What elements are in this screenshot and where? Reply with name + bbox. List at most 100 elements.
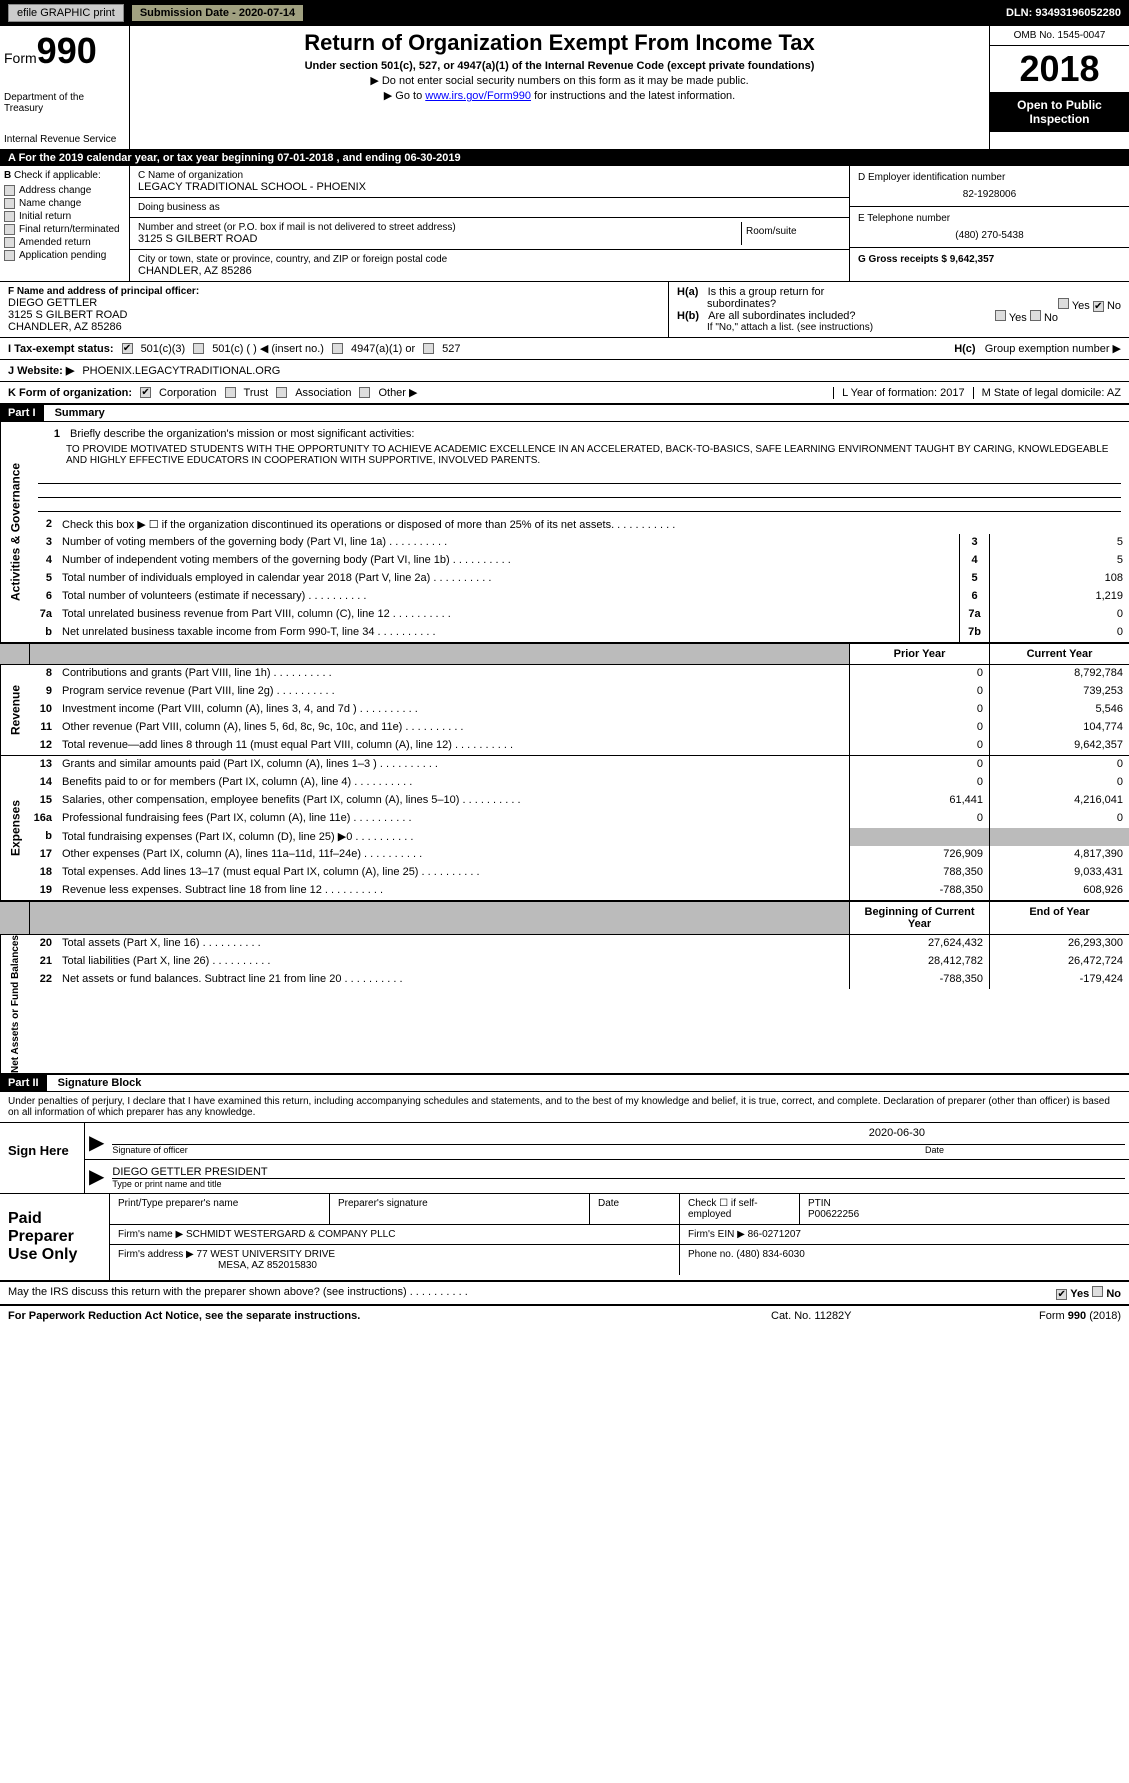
data-line: 19Revenue less expenses. Subtract line 1… xyxy=(30,882,1129,900)
data-line: bTotal fundraising expenses (Part IX, co… xyxy=(30,828,1129,846)
room-suite: Room/suite xyxy=(741,222,841,245)
penalty-text: Under penalties of perjury, I declare th… xyxy=(0,1092,1129,1123)
efile-btn[interactable]: efile GRAPHIC print xyxy=(8,4,124,22)
gov-line: bNet unrelated business taxable income f… xyxy=(30,624,1129,642)
firm-phone: Phone no. (480) 834-6030 xyxy=(680,1245,1129,1275)
colb-checkbox[interactable] xyxy=(4,211,15,222)
revenue-label: Revenue xyxy=(0,665,30,755)
open-public: Open to PublicInspection xyxy=(990,92,1129,132)
firm-addr: 77 WEST UNIVERSITY DRIVE xyxy=(197,1249,336,1260)
data-line: 18Total expenses. Add lines 13–17 (must … xyxy=(30,864,1129,882)
4947-checkbox[interactable] xyxy=(332,343,343,354)
tax-year: 2018 xyxy=(990,46,1129,92)
data-line: 20Total assets (Part X, line 16)27,624,4… xyxy=(30,935,1129,953)
data-line: 12Total revenue—add lines 8 through 11 (… xyxy=(30,737,1129,755)
irs: Internal Revenue Service xyxy=(4,134,125,145)
501c3-checkbox[interactable] xyxy=(122,343,133,354)
arrow-icon: ▶ xyxy=(89,1130,104,1155)
submission-date: Submission Date - 2020-07-14 xyxy=(132,5,303,21)
data-line: 21Total liabilities (Part X, line 26)28,… xyxy=(30,953,1129,971)
subtitle-1: Under section 501(c), 527, or 4947(a)(1)… xyxy=(134,60,985,72)
officer-name: DIEGO GETTLER xyxy=(8,297,660,309)
expenses-section: Expenses 13Grants and similar amounts pa… xyxy=(0,756,1129,901)
ha-no-checkbox[interactable] xyxy=(1093,301,1104,312)
form-title: Return of Organization Exempt From Incom… xyxy=(134,30,985,56)
part2-header: Part II Signature Block xyxy=(0,1074,1129,1092)
data-line: 8Contributions and grants (Part VIII, li… xyxy=(30,665,1129,683)
main-grid: B Check if applicable: Address changeNam… xyxy=(0,166,1129,282)
org-name: LEGACY TRADITIONAL SCHOOL - PHOENIX xyxy=(138,181,841,193)
website-row: J Website: ▶ PHOENIX.LEGACYTRADITIONAL.O… xyxy=(0,360,1129,382)
colb-checkbox[interactable] xyxy=(4,198,15,209)
may-discuss-row: May the IRS discuss this return with the… xyxy=(0,1282,1129,1305)
governance-label: Activities & Governance xyxy=(0,422,30,642)
gov-line: 4Number of independent voting members of… xyxy=(30,552,1129,570)
org-addr: 3125 S GILBERT ROAD xyxy=(138,233,741,245)
tax-status-row: I Tax-exempt status: 501(c)(3) 501(c) ( … xyxy=(0,338,1129,360)
data-line: 16aProfessional fundraising fees (Part I… xyxy=(30,810,1129,828)
k-row: K Form of organization: Corporation Trus… xyxy=(0,382,1129,404)
527-checkbox[interactable] xyxy=(423,343,434,354)
data-line: 15Salaries, other compensation, employee… xyxy=(30,792,1129,810)
mission-text: TO PROVIDE MOTIVATED STUDENTS WITH THE O… xyxy=(38,444,1121,466)
state-domicile: M State of legal domicile: AZ xyxy=(973,387,1121,399)
top-bar: efile GRAPHIC print Submission Date - 20… xyxy=(0,0,1129,26)
firm-ein: 86-0271207 xyxy=(748,1229,801,1240)
subtitle-2: ▶ Do not enter social security numbers o… xyxy=(134,74,985,87)
net-col-headers: Beginning of Current Year End of Year xyxy=(0,901,1129,935)
form-number: 990 xyxy=(37,30,97,71)
may-no-checkbox[interactable] xyxy=(1092,1286,1103,1297)
colb-checkbox[interactable] xyxy=(4,250,15,261)
data-line: 10Investment income (Part VIII, column (… xyxy=(30,701,1129,719)
gov-line: 3Number of voting members of the governi… xyxy=(30,534,1129,552)
gov-line: 5Total number of individuals employed in… xyxy=(30,570,1129,588)
phone: (480) 270-5438 xyxy=(858,230,1121,241)
website: PHOENIX.LEGACYTRADITIONAL.ORG xyxy=(82,365,280,377)
corp-checkbox[interactable] xyxy=(140,387,151,398)
data-line: 14Benefits paid to or for members (Part … xyxy=(30,774,1129,792)
year-formation: L Year of formation: 2017 xyxy=(833,387,965,399)
trust-checkbox[interactable] xyxy=(225,387,236,398)
gross-receipts: G Gross receipts $ 9,642,357 xyxy=(858,254,994,265)
other-checkbox[interactable] xyxy=(359,387,370,398)
data-line: 9Program service revenue (Part VIII, lin… xyxy=(30,683,1129,701)
data-line: 11Other revenue (Part VIII, column (A), … xyxy=(30,719,1129,737)
hb-no-checkbox[interactable] xyxy=(1030,310,1041,321)
501c-checkbox[interactable] xyxy=(193,343,204,354)
data-line: 13Grants and similar amounts paid (Part … xyxy=(30,756,1129,774)
colb-checkbox[interactable] xyxy=(4,237,15,248)
row-a: A For the 2019 calendar year, or tax yea… xyxy=(0,150,1129,166)
data-line: 17Other expenses (Part IX, column (A), l… xyxy=(30,846,1129,864)
form-prefix: Form xyxy=(4,50,37,66)
firm-name: SCHMIDT WESTERGARD & COMPANY PLLC xyxy=(186,1229,395,1240)
arrow-icon: ▶ xyxy=(89,1164,104,1189)
sign-date: 2020-06-30 xyxy=(112,1127,1125,1145)
form-header: Form990 Department of the Treasury Inter… xyxy=(0,26,1129,150)
ptin: P00622256 xyxy=(808,1209,1121,1220)
expenses-label: Expenses xyxy=(0,756,30,900)
gov-line: 7aTotal unrelated business revenue from … xyxy=(30,606,1129,624)
net-assets-label: Net Assets or Fund Balances xyxy=(0,935,30,1073)
signer-name: DIEGO GETTLER PRESIDENT xyxy=(112,1166,1125,1179)
may-yes-checkbox[interactable] xyxy=(1056,1289,1067,1300)
assoc-checkbox[interactable] xyxy=(276,387,287,398)
sign-here-row: Sign Here ▶ 2020-06-30Signature of offic… xyxy=(0,1123,1129,1194)
hb-yes-checkbox[interactable] xyxy=(995,310,1006,321)
preparer-section: Paid Preparer Use Only Print/Type prepar… xyxy=(0,1194,1129,1282)
ha-yes-checkbox[interactable] xyxy=(1058,298,1069,309)
data-line: 22Net assets or fund balances. Subtract … xyxy=(30,971,1129,989)
ein: 82-1928006 xyxy=(858,189,1121,200)
colb-checkbox[interactable] xyxy=(4,224,15,235)
revenue-section: Revenue 8Contributions and grants (Part … xyxy=(0,665,1129,756)
f-h-row: F Name and address of principal officer:… xyxy=(0,282,1129,338)
dept: Department of the Treasury xyxy=(4,92,125,114)
net-assets-section: Net Assets or Fund Balances 20Total asse… xyxy=(0,935,1129,1074)
irs-link[interactable]: www.irs.gov/Form990 xyxy=(425,90,531,102)
gov-line: 6Total number of volunteers (estimate if… xyxy=(30,588,1129,606)
org-city: CHANDLER, AZ 85286 xyxy=(138,265,841,277)
colb-checkbox[interactable] xyxy=(4,185,15,196)
page-footer: For Paperwork Reduction Act Notice, see … xyxy=(0,1305,1129,1326)
col-b: B Check if applicable: Address changeNam… xyxy=(0,166,130,281)
governance-section: Activities & Governance 1Briefly describ… xyxy=(0,422,1129,643)
omb-no: OMB No. 1545-0047 xyxy=(990,26,1129,46)
